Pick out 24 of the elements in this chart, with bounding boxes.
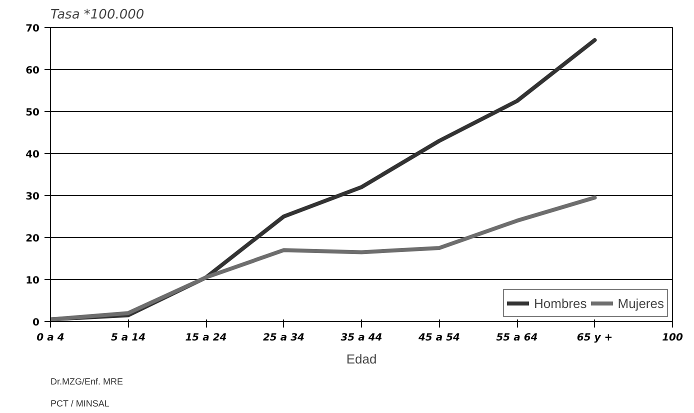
y-tick-label: 30 (26, 192, 40, 202)
y-tick-label: 60 (26, 66, 40, 76)
y-tick-label: 70 (26, 24, 40, 34)
y-tick-label: 0 (32, 318, 40, 328)
chart-title: Tasa *100.000 (50, 8, 144, 22)
x-axis-title: Edad (346, 352, 377, 366)
x-tick-label: 100 (662, 332, 683, 344)
y-tick-label: 50 (26, 108, 40, 118)
x-tick-label: 65 y + (576, 332, 613, 344)
x-tick-label: 45 a 54 (417, 332, 460, 344)
y-tick-label: 20 (26, 234, 40, 244)
text: Dr.MZG/Enf. MRE (50, 376, 124, 386)
y-tick-label: 40 (26, 150, 40, 160)
y-tick-label: 10 (26, 276, 40, 286)
text: PCT / MINSAL (50, 398, 110, 408)
x-tick-label: 25 a 34 (262, 332, 305, 344)
legend-label: Mujeres (618, 296, 664, 310)
x-tick-label: 35 a 44 (340, 332, 382, 344)
x-tick-label: 55 a 64 (496, 332, 538, 344)
line-series (50, 196, 597, 322)
x-tick-label: 0 a 4 (36, 332, 64, 344)
legend-label: Hombres (534, 296, 587, 310)
x-tick-label: 15 a 24 (185, 332, 227, 344)
x-tick-label: 5 a 14 (110, 332, 146, 344)
